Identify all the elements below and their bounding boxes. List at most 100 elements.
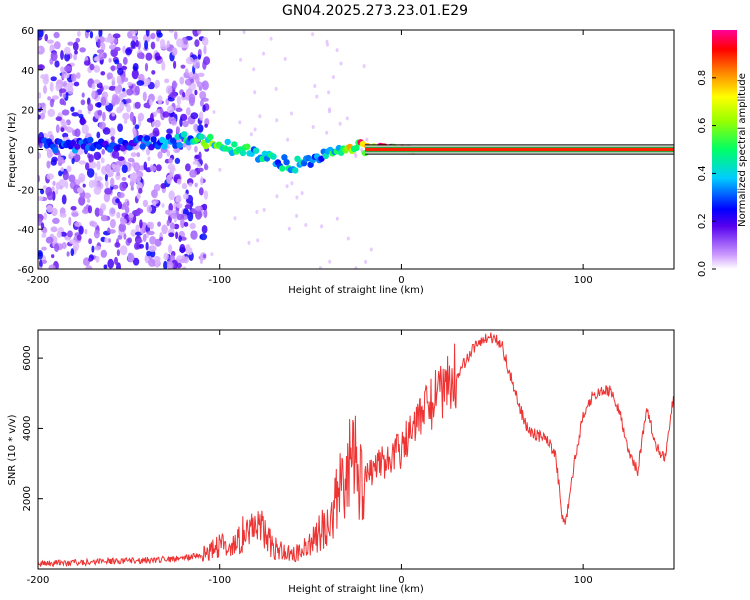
noise-speckle (135, 208, 144, 215)
noise-speckle (100, 96, 107, 106)
noise-speckle (80, 99, 86, 106)
noise-speckle (157, 221, 162, 227)
noise-speckle (116, 75, 122, 85)
noise-speckle (122, 45, 126, 54)
noise-speckle (198, 187, 204, 196)
ridge-blob (143, 135, 151, 142)
noise-speckle (134, 85, 140, 96)
faint-speckle (365, 137, 369, 142)
noise-speckle (157, 95, 163, 105)
noise-speckle (193, 123, 198, 132)
faint-speckle (362, 64, 366, 69)
noise-speckle (44, 33, 48, 42)
ridge-blob (198, 133, 205, 140)
noise-speckle (119, 245, 128, 256)
snr-ytick-label: 6000 (22, 345, 33, 370)
noise-speckle (91, 90, 96, 99)
noise-speckle (159, 108, 164, 114)
noise-speckle (87, 205, 93, 214)
faint-speckle (252, 67, 256, 72)
noise-speckle (59, 88, 67, 94)
noise-speckle (114, 59, 120, 65)
colorbar: 0.0 0.2 0.4 0.6 0.8 Normalized spectral ampl… (697, 30, 748, 277)
noise-speckle (55, 83, 62, 92)
faint-speckle (339, 61, 343, 66)
faint-speckle (331, 75, 335, 80)
noise-speckle (181, 182, 188, 190)
noise-speckle (154, 238, 162, 247)
noise-speckle (77, 31, 81, 37)
noise-speckle (100, 214, 108, 222)
noise-speckle (126, 103, 131, 113)
faint-speckle (328, 259, 332, 264)
faint-speckle (369, 247, 373, 252)
noise-speckle (108, 229, 116, 234)
noise-speckle (51, 156, 58, 163)
faint-speckle (238, 120, 242, 125)
noise-speckle (114, 256, 118, 265)
noise-speckle (62, 93, 66, 99)
noise-speckle (52, 180, 56, 186)
noise-speckle (180, 236, 187, 241)
noise-speckle (97, 38, 101, 49)
noise-speckle (148, 258, 157, 267)
ridge-blob (150, 136, 157, 143)
noise-speckle (142, 199, 148, 208)
noise-speckle (174, 31, 178, 40)
snr-clip-group (38, 332, 674, 568)
spectrogram-ytick-label: 40 (21, 66, 34, 77)
faint-speckle (328, 109, 331, 114)
noise-speckle (181, 143, 187, 148)
noise-speckle (68, 174, 76, 183)
spectrogram-xtick-label: 100 (574, 275, 593, 286)
noise-speckle (72, 41, 79, 51)
ridge-blob (231, 141, 238, 148)
ridge-blob (180, 131, 188, 138)
noise-speckle (164, 78, 170, 84)
noise-speckle (71, 157, 75, 164)
noise-speckle (128, 213, 134, 218)
noise-speckle (146, 230, 155, 236)
noise-speckle (159, 236, 164, 241)
noise-speckle (201, 81, 206, 88)
noise-speckle (38, 47, 41, 52)
noise-speckle (105, 163, 112, 173)
spectrogram-xlabel: Height of straight line (km) (288, 285, 424, 296)
noise-speckle (50, 226, 58, 233)
noise-speckle (180, 218, 185, 229)
noise-speckle (150, 112, 154, 123)
noise-speckle (145, 30, 150, 37)
noise-speckle (175, 194, 182, 203)
noise-speckle (168, 244, 173, 254)
noise-speckle (197, 54, 201, 60)
noise-speckle (152, 200, 157, 207)
noise-speckle (78, 196, 86, 206)
noise-speckle (73, 81, 80, 87)
noise-speckle (64, 52, 71, 62)
noise-speckle (94, 56, 100, 62)
noise-speckle (108, 207, 116, 217)
noise-speckle (53, 31, 60, 39)
noise-speckle (116, 211, 121, 219)
noise-speckle (66, 82, 75, 87)
noise-speckle (125, 48, 132, 56)
snr-xtick-label: -100 (208, 575, 231, 586)
noise-speckle (66, 165, 72, 173)
noise-speckle (154, 83, 158, 89)
noise-speckle (173, 60, 177, 69)
noise-speckle (38, 114, 41, 120)
noise-speckle (190, 78, 195, 84)
noise-speckle (129, 111, 134, 122)
noise-speckle (93, 186, 102, 195)
noise-speckle (66, 126, 72, 131)
spectrogram-axes: -200 -100 0 100 60 40 20 0 -20 -40 -60 (18, 26, 593, 286)
noise-speckle (113, 164, 121, 173)
noise-speckle (203, 190, 208, 200)
noise-speckle (147, 156, 151, 162)
noise-speckle (144, 40, 149, 50)
noise-speckle (201, 225, 208, 234)
noise-speckle (60, 50, 64, 60)
noise-speckle (170, 111, 176, 118)
noise-speckle (79, 118, 87, 125)
